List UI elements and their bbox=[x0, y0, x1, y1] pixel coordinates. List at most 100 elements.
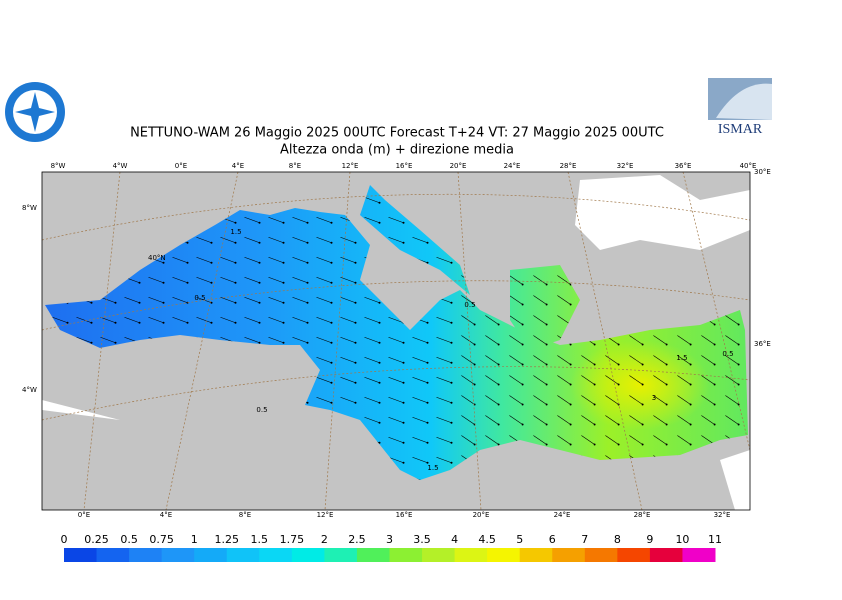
wave-arrow bbox=[436, 316, 452, 324]
wave-arrow bbox=[388, 436, 404, 444]
wave-arrow bbox=[124, 296, 140, 304]
arrow-head bbox=[378, 341, 381, 344]
wave-arrow bbox=[461, 335, 475, 345]
contour-label: 1.5 bbox=[676, 354, 687, 362]
arrow-head bbox=[641, 343, 644, 346]
wave-arrow bbox=[557, 295, 571, 305]
wave-arrow bbox=[533, 375, 547, 385]
lon-label: 16°E bbox=[396, 511, 413, 519]
arrow-head bbox=[426, 401, 429, 404]
colorbar-label: 0.5 bbox=[120, 533, 138, 546]
lon-label: 12°E bbox=[317, 511, 334, 519]
colorbar-label: 10 bbox=[675, 533, 689, 546]
colorbar-swatch bbox=[422, 548, 456, 562]
wave-arrow bbox=[364, 196, 380, 204]
colorbar-swatch bbox=[454, 548, 488, 562]
wave-arrow bbox=[268, 276, 284, 284]
arrow-head bbox=[354, 381, 357, 384]
contour-label: 1.5 bbox=[230, 228, 241, 236]
arrow-head bbox=[497, 363, 500, 366]
arrow-head bbox=[593, 443, 596, 446]
colorbar-swatch bbox=[96, 548, 130, 562]
colorbar-swatch bbox=[259, 548, 293, 562]
colorbar-label: 0 bbox=[61, 533, 68, 546]
lon-label: 4°E bbox=[160, 511, 172, 519]
wave-arrow bbox=[653, 415, 667, 425]
wave-arrow bbox=[533, 355, 547, 365]
wave-arrow bbox=[196, 316, 212, 324]
colorbar-swatch bbox=[194, 548, 228, 562]
arrow-head bbox=[378, 221, 381, 224]
wave-arrow bbox=[509, 355, 523, 365]
wave-arrow bbox=[316, 216, 332, 224]
wave-arrow bbox=[148, 316, 164, 324]
arrow-head bbox=[497, 423, 500, 426]
arrow-head bbox=[210, 261, 213, 264]
arrow-head bbox=[521, 303, 524, 306]
arrow-head bbox=[569, 363, 572, 366]
wave-arrow bbox=[244, 236, 260, 244]
arrow-head bbox=[330, 301, 333, 304]
wave-arrow bbox=[485, 395, 499, 405]
wave-arrow bbox=[124, 316, 140, 324]
wave-arrow bbox=[412, 456, 428, 464]
arrow-head bbox=[258, 281, 261, 284]
wave-arrow bbox=[316, 296, 332, 304]
lon-label: 4°E bbox=[232, 162, 244, 170]
wave-arrow bbox=[701, 395, 715, 405]
colorbar-swatch bbox=[519, 548, 553, 562]
arrow-head bbox=[402, 461, 405, 464]
wave-arrow bbox=[533, 315, 547, 325]
wave-arrow bbox=[220, 236, 236, 244]
wave-arrow bbox=[340, 276, 356, 284]
colorbar-swatch bbox=[356, 548, 390, 562]
wave-arrow bbox=[461, 435, 475, 445]
wave-arrow bbox=[340, 336, 356, 344]
colorbar-label: 6 bbox=[549, 533, 556, 546]
arrow-head bbox=[354, 401, 357, 404]
arrow-head bbox=[306, 321, 309, 324]
arrow-head bbox=[354, 301, 357, 304]
wave-arrow bbox=[268, 256, 284, 264]
wave-arrow bbox=[509, 275, 523, 285]
arrow-head bbox=[402, 441, 405, 444]
arrow-head bbox=[402, 401, 405, 404]
wave-arrow bbox=[340, 256, 356, 264]
wave-arrow bbox=[653, 335, 667, 345]
wave-arrow bbox=[629, 395, 643, 405]
arrow-head bbox=[162, 321, 165, 324]
arrow-head bbox=[450, 321, 453, 324]
arrow-head bbox=[450, 361, 453, 364]
colorbar-label: 2.5 bbox=[348, 533, 366, 546]
colorbar-swatch bbox=[552, 548, 586, 562]
arrow-head bbox=[689, 343, 692, 346]
lon-label: 32°E bbox=[714, 511, 731, 519]
wave-arrow bbox=[172, 276, 188, 284]
arrow-head bbox=[641, 443, 644, 446]
wave-arrow bbox=[701, 355, 715, 365]
wave-arrow bbox=[533, 335, 547, 345]
wave-arrow bbox=[557, 375, 571, 385]
arrow-head bbox=[713, 363, 716, 366]
wave-arrow bbox=[485, 315, 499, 325]
wave-arrow bbox=[100, 316, 116, 324]
colorbar-label: 4 bbox=[451, 533, 458, 546]
arrow-head bbox=[90, 321, 93, 324]
arrow-head bbox=[234, 221, 237, 224]
wave-arrow bbox=[316, 336, 332, 344]
arrow-head bbox=[114, 301, 117, 304]
arrow-head bbox=[545, 403, 548, 406]
arrow-head bbox=[258, 241, 261, 244]
arrow-head bbox=[114, 321, 117, 324]
colorbar-label: 1.25 bbox=[215, 533, 240, 546]
colorbar-swatch bbox=[324, 548, 358, 562]
wave-arrow bbox=[220, 296, 236, 304]
arrow-head bbox=[450, 401, 453, 404]
wave-arrow bbox=[292, 276, 308, 284]
wave-arrow bbox=[605, 395, 619, 405]
arrow-head bbox=[497, 403, 500, 406]
wave-arrow bbox=[316, 356, 332, 364]
wave-arrow bbox=[653, 435, 667, 445]
arrow-head bbox=[593, 423, 596, 426]
arrow-head bbox=[186, 261, 189, 264]
